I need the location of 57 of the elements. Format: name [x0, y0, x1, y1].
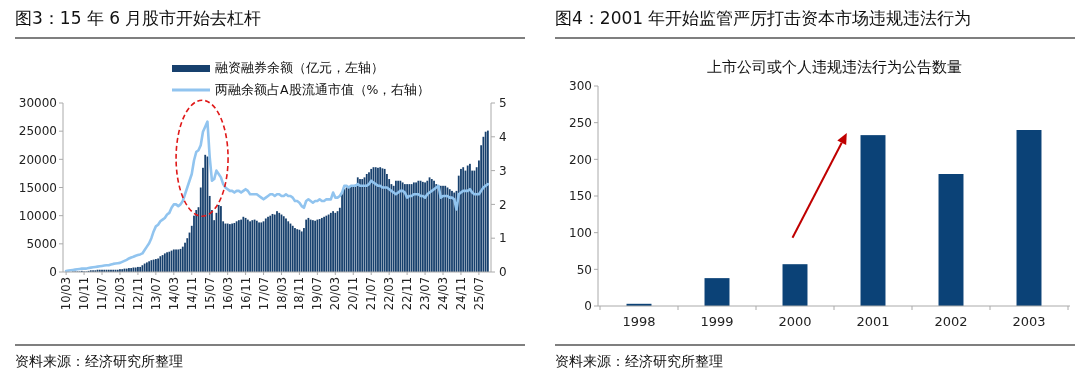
x-tick-label: 11/07 [95, 277, 110, 311]
y2-tick-label: 1 [499, 231, 507, 246]
y-tick-label: 150 [569, 189, 592, 204]
x-tick-label: 22/11 [400, 277, 415, 311]
y-tick-label: 250 [569, 115, 592, 130]
x-tick-label: 24/11 [453, 277, 468, 311]
y-tick-label: 15000 [18, 180, 57, 195]
x-tick-label: 10/03 [59, 277, 74, 311]
x-tick-label: 2002 [934, 314, 968, 329]
x-tick-label: 24/03 [436, 277, 451, 311]
legend-label: 两融余额占A股流通市值（%，右轴） [215, 82, 431, 98]
y-tick-label: 30000 [18, 96, 57, 111]
x-tick-label: 17/07 [256, 277, 271, 311]
x-tick-label: 12/03 [112, 277, 127, 311]
x-tick-label: 14/03 [166, 277, 181, 311]
x-tick-label: 12/11 [130, 277, 145, 311]
y-tick-label: 25000 [18, 124, 57, 139]
x-tick-label: 1998 [622, 314, 656, 329]
chart-title: 图4：2001 年开始监管严厉打击资本市场违规违法行为 [555, 8, 972, 28]
y2-tick-label: 2 [499, 197, 507, 212]
x-tick-label: 18/03 [274, 277, 289, 311]
x-tick-label: 20/11 [346, 277, 361, 311]
text: 资料来源：经济研究所整理 [555, 353, 723, 369]
y-tick-label: 20000 [18, 152, 57, 167]
y-tick-label: 5000 [26, 237, 57, 252]
x-tick-label: 15/07 [202, 277, 217, 311]
x-tick-label: 10/11 [77, 277, 92, 311]
y-tick-label: 0 [49, 265, 57, 280]
x-tick-label: 19/07 [310, 277, 325, 311]
y-tick-label: 0 [584, 299, 592, 314]
y-tick-label: 300 [569, 79, 592, 94]
y-tick-label: 50 [576, 262, 592, 277]
x-tick-label: 20/03 [328, 277, 343, 311]
x-tick-label: 16/11 [238, 277, 253, 311]
legend-label: 融资融券余额（亿元，左轴） [215, 60, 384, 76]
x-tick-label: 16/03 [220, 277, 235, 311]
y2-tick-label: 0 [499, 265, 507, 280]
x-tick-label: 18/11 [292, 277, 307, 311]
y2-tick-label: 5 [499, 96, 507, 111]
y-tick-label: 200 [569, 152, 592, 167]
y-tick-label: 100 [569, 225, 592, 240]
y2-tick-label: 3 [499, 163, 507, 178]
x-tick-label: 14/11 [184, 277, 199, 311]
chart-title: 图3：15 年 6 月股市开始去杠杆 [15, 8, 262, 28]
x-tick-label: 2001 [856, 314, 890, 329]
x-tick-label: 25/07 [471, 277, 486, 311]
x-tick-label: 2003 [1012, 314, 1046, 329]
x-tick-label: 22/03 [382, 277, 397, 311]
x-tick-label: 23/07 [418, 277, 433, 311]
text: 资料来源：经济研究所整理 [15, 353, 183, 369]
x-tick-label: 2000 [778, 314, 812, 329]
y2-tick-label: 4 [499, 130, 507, 144]
chart-subtitle: 上市公司或个人违规违法行为公告数量 [706, 58, 962, 76]
x-tick-label: 21/07 [364, 277, 379, 311]
x-tick-label: 1999 [700, 314, 734, 329]
x-tick-label: 13/07 [148, 277, 163, 311]
y-tick-label: 10000 [18, 208, 57, 223]
